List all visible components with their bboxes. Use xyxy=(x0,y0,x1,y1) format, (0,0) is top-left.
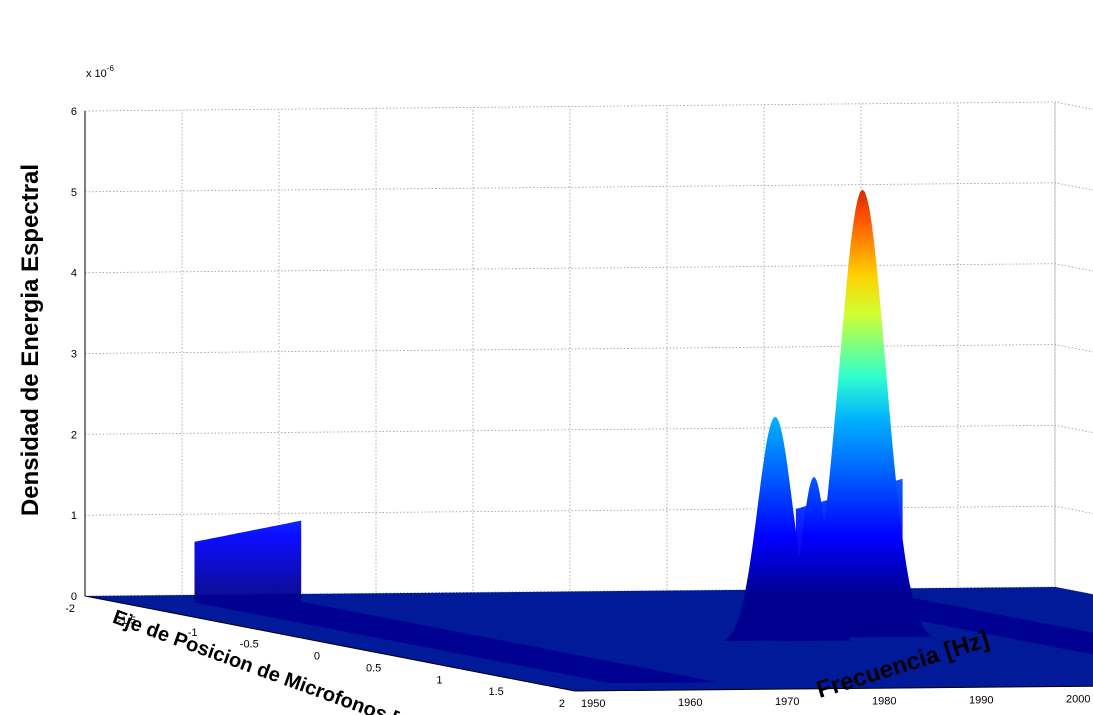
z-tick-label: 2 xyxy=(71,429,77,441)
x-tick-label: 0.5 xyxy=(366,662,381,674)
x-gridline xyxy=(329,636,1093,644)
x-gridline xyxy=(268,623,1093,632)
x-tick-label: -2 xyxy=(65,603,75,615)
z-tick-label: 1 xyxy=(71,510,77,522)
x-gridline xyxy=(207,611,1093,621)
x-tick-label: -0.5 xyxy=(240,639,259,651)
z-gridline xyxy=(84,424,1093,435)
z-gridline xyxy=(84,344,1093,354)
y-tick-label: 2000 xyxy=(1066,694,1090,706)
y-tick-label: 1990 xyxy=(969,694,993,706)
x-tick-label: 0 xyxy=(314,651,320,663)
surface-features xyxy=(194,189,1093,684)
ridge-surface xyxy=(795,478,1093,655)
tick-labels: 0 1 2 3 4 5 6 -2 -1.5 -1 -0.5 0 0.5 1 1.5 2 1950 1960 1970… xyxy=(65,106,1090,710)
z-axis-label: Densidad de Energia Espectral xyxy=(17,164,44,516)
z-tick-label: 3 xyxy=(71,349,77,361)
y-tick-label: 1970 xyxy=(775,696,799,708)
axes xyxy=(84,111,1093,692)
x-tick-label: 1 xyxy=(436,674,442,686)
x-tick-label: -1 xyxy=(188,627,198,639)
z-gridline xyxy=(84,101,1093,112)
z-tick-label: 6 xyxy=(71,106,77,118)
ridge-surface xyxy=(194,520,718,684)
x-tick-label: -1.5 xyxy=(117,615,136,627)
x-tick-label: 2 xyxy=(559,698,565,710)
y-tick-label: 1950 xyxy=(581,698,605,710)
y-axis-line xyxy=(574,685,1093,692)
z-gridline xyxy=(84,182,1093,193)
y-tick-label: 1960 xyxy=(678,697,702,709)
z-tick-label: 0 xyxy=(71,591,77,603)
z-tick-label: 4 xyxy=(71,268,77,280)
x-gridline xyxy=(391,648,1093,656)
z-gridline xyxy=(84,263,1093,274)
x-axis-line xyxy=(84,595,576,692)
z-tick-label: 5 xyxy=(71,187,77,199)
z-exponent-label: x 10-6 xyxy=(86,64,114,80)
y-tick-label: 1980 xyxy=(872,695,896,707)
x-tick-label: 1.5 xyxy=(488,686,503,698)
